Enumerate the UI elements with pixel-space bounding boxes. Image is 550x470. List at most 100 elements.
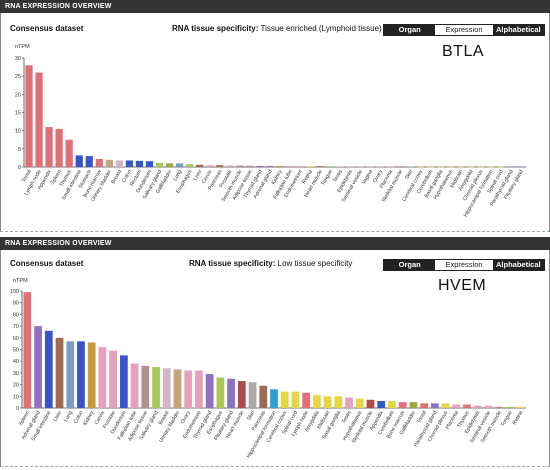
bar (227, 378, 235, 408)
bar (302, 392, 311, 408)
y-tick-label: 10 (13, 394, 19, 400)
bar (336, 166, 344, 167)
bar (495, 406, 504, 408)
bar (270, 389, 278, 408)
expression-button[interactable]: Expression (435, 25, 493, 35)
alphabetical-button[interactable]: Alphabetical (492, 260, 544, 270)
alphabetical-button[interactable]: Alphabetical (492, 25, 544, 35)
bar (506, 406, 514, 408)
bar (35, 72, 43, 167)
bar (286, 165, 294, 167)
bar (55, 128, 63, 167)
bar (457, 166, 465, 168)
bar (45, 127, 53, 167)
bar (98, 347, 107, 408)
bar (196, 164, 204, 167)
bar (276, 165, 284, 167)
organ-button[interactable]: Organ (384, 260, 436, 270)
y-tick-label: 10 (15, 129, 21, 135)
y-tick-label: 0 (16, 406, 19, 412)
dataset-label: Consensus dataset (10, 259, 84, 268)
tissue-specificity-value: Low tissue specificity (277, 259, 353, 268)
bar (216, 377, 225, 408)
y-axis-label: nTPM (15, 44, 30, 50)
sort-toggle: Organ Expression Alphabetical (383, 259, 545, 271)
bar (516, 406, 525, 408)
y-tick-label: 50 (13, 348, 19, 354)
bar (77, 341, 85, 408)
x-tick-label: Skin (404, 169, 414, 181)
bar (109, 350, 118, 408)
x-tick-label: Kidney (82, 410, 95, 427)
x-tick-label: Liver (193, 169, 204, 182)
bar (206, 165, 214, 167)
organ-button[interactable]: Organ (384, 25, 436, 35)
bar (165, 163, 174, 167)
y-tick-label: 80 (13, 312, 19, 318)
bar (120, 355, 128, 408)
gene-label: BTLA (442, 43, 485, 60)
bar (430, 403, 439, 408)
bar (427, 166, 435, 168)
bar (280, 391, 289, 408)
x-tick-label: Breast (110, 169, 123, 185)
expression-button[interactable]: Expression (435, 260, 493, 270)
bar (195, 370, 203, 408)
panel-header: RNA EXPRESSION OVERVIEW (0, 237, 550, 250)
bar (355, 398, 364, 408)
bar (75, 155, 83, 167)
bar (463, 404, 471, 408)
bar (437, 166, 445, 168)
sort-toggle: Organ Expression Alphabetical (383, 24, 545, 36)
bar (125, 160, 134, 167)
bar (416, 166, 425, 168)
bar (345, 397, 353, 408)
bar (517, 166, 525, 168)
y-tick-label: 20 (13, 383, 19, 389)
bar (141, 365, 150, 408)
bar (477, 166, 485, 168)
y-tick-label: 100 (10, 289, 19, 295)
y-tick-label: 0 (18, 165, 21, 171)
bar (173, 369, 182, 408)
x-tick-label: Tonsil (416, 410, 428, 424)
x-tick-label: Tonsil (21, 169, 33, 183)
y-tick-label: 20 (15, 92, 21, 98)
x-tick-label: Liver (52, 410, 63, 423)
bar (44, 330, 53, 408)
panel-header: RNA EXPRESSION OVERVIEW (0, 0, 550, 13)
bar (248, 382, 257, 408)
bar (313, 395, 321, 408)
bar (184, 370, 193, 408)
x-tick-label: Skin (246, 410, 256, 422)
x-tick-label: Retina (512, 410, 525, 426)
bar (66, 341, 75, 408)
bar (366, 399, 375, 408)
bar (25, 65, 33, 167)
bar (152, 367, 160, 408)
y-tick-label: 30 (13, 371, 19, 377)
bar (473, 405, 482, 408)
bar (323, 396, 332, 408)
y-tick-label: 40 (13, 359, 19, 365)
bar (306, 166, 314, 167)
y-tick-label: 90 (13, 301, 19, 307)
bar (155, 163, 164, 167)
bar (346, 166, 354, 167)
y-tick-label: 5 (18, 147, 21, 153)
bar (467, 166, 475, 168)
bar (316, 166, 324, 167)
bar (205, 374, 214, 408)
bar (135, 160, 144, 167)
bar (34, 326, 42, 408)
bar (398, 402, 407, 408)
tissue-specificity: RNA tissue specificity: Low tissue speci… (189, 259, 352, 268)
bar (447, 166, 455, 168)
y-tick-label: 70 (13, 324, 19, 330)
bar (176, 163, 184, 167)
bar (226, 165, 234, 167)
x-tick-label: Lung (63, 410, 74, 423)
bar (388, 400, 396, 408)
y-tick-label: 15 (15, 111, 21, 117)
